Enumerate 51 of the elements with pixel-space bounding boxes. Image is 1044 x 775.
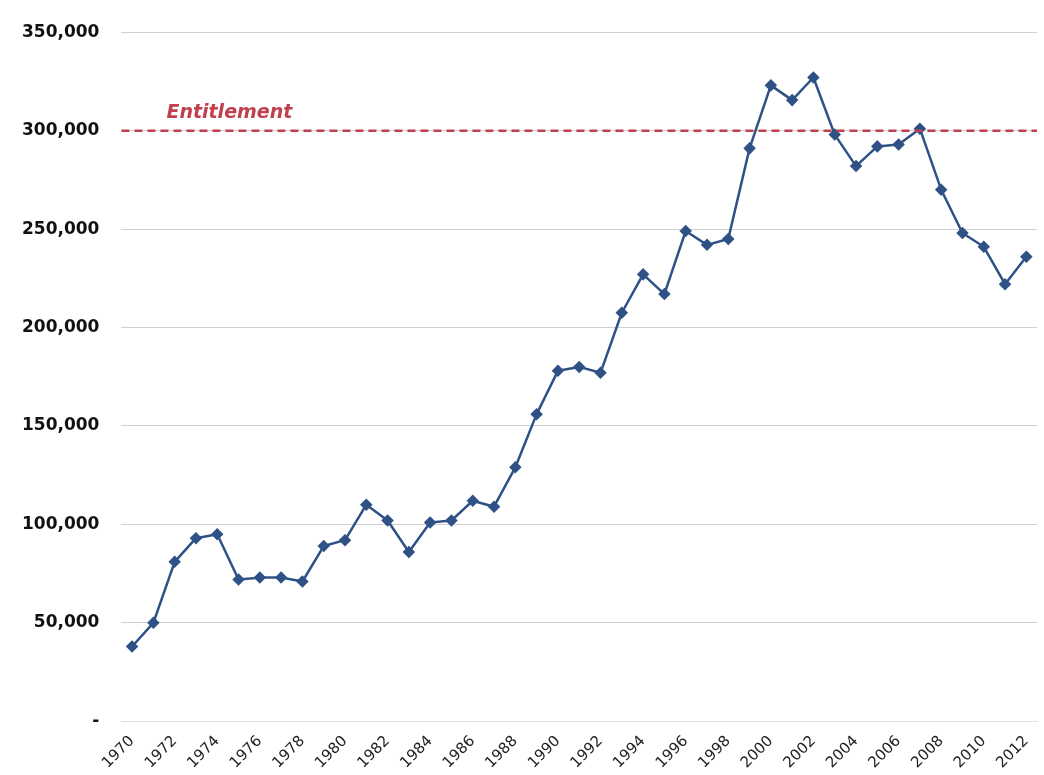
point	[552, 365, 564, 377]
y-tick-label: 50,000	[33, 611, 100, 632]
point	[424, 516, 436, 529]
point	[190, 532, 202, 544]
point	[530, 408, 543, 420]
point	[488, 500, 500, 513]
point	[722, 233, 735, 245]
point	[594, 367, 607, 379]
point	[786, 94, 798, 106]
ref-line-label: Entitlement	[166, 100, 294, 123]
point	[445, 514, 458, 527]
point	[999, 278, 1011, 290]
point	[807, 71, 820, 84]
point	[701, 239, 713, 251]
point	[1020, 250, 1033, 263]
point	[254, 571, 266, 584]
point	[509, 461, 522, 474]
y-tick-label: -	[92, 709, 100, 730]
point	[765, 79, 777, 92]
point	[573, 361, 585, 373]
point	[892, 138, 905, 151]
point	[296, 575, 309, 588]
point	[978, 241, 990, 253]
point	[616, 307, 628, 319]
point	[211, 528, 223, 540]
y-tick-label: 300,000	[21, 119, 100, 140]
point	[147, 617, 160, 629]
point	[743, 142, 756, 155]
point	[679, 225, 692, 237]
point	[339, 534, 351, 546]
point	[168, 556, 181, 568]
point	[126, 640, 138, 653]
point	[935, 183, 947, 196]
y-tick-label: 150,000	[21, 414, 100, 435]
point	[467, 495, 479, 507]
point	[871, 140, 884, 153]
y-tick-label: 200,000	[21, 315, 100, 336]
point	[275, 571, 287, 584]
y-tick-label: 100,000	[21, 512, 100, 533]
point	[232, 573, 245, 586]
y-tick-label: 250,000	[21, 217, 100, 238]
point	[828, 128, 841, 141]
point	[658, 288, 671, 300]
point	[956, 227, 969, 239]
point	[850, 160, 862, 172]
point	[381, 514, 394, 527]
point	[403, 546, 415, 558]
point	[317, 540, 330, 552]
y-tick-label: 350,000	[21, 20, 100, 41]
point	[637, 268, 649, 281]
point	[360, 498, 373, 511]
